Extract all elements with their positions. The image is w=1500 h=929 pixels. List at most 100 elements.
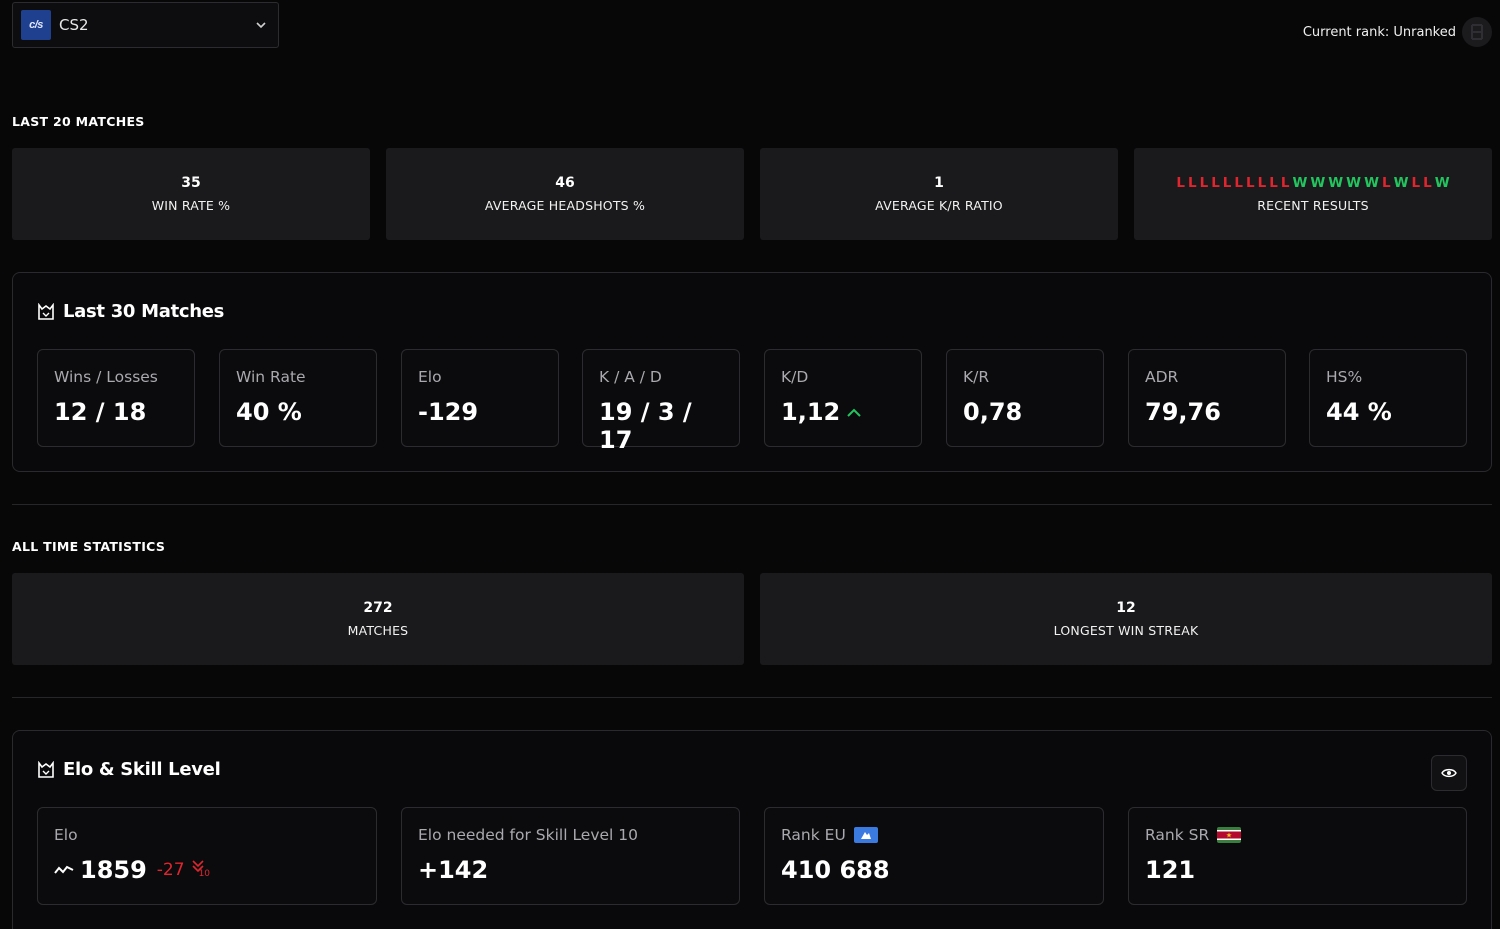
card-label-text: Rank EU <box>781 826 846 844</box>
result-loss: L <box>1381 174 1391 191</box>
card-value: 0,78 <box>963 398 1023 426</box>
result-loss: L <box>1234 174 1244 191</box>
result-loss: L <box>1411 174 1421 191</box>
stat-card-kad: K / A / D 19 / 3 / 17 <box>582 349 740 454</box>
rank-badge-icon <box>1462 17 1492 47</box>
stat-value: 12 <box>1116 599 1136 616</box>
stat-card-hs: HS% 44 % <box>1309 349 1467 447</box>
alltime-title: ALL TIME STATISTICS <box>12 539 166 554</box>
result-loss: L <box>1423 174 1432 191</box>
suriname-flag-icon <box>1217 827 1242 843</box>
result-win: W <box>1393 174 1409 191</box>
elo-card: Elo 1859 -27 10 <box>37 807 377 905</box>
elo-delta: -27 <box>156 860 185 880</box>
result-loss: L <box>1211 174 1220 191</box>
result-loss: L <box>1222 174 1232 191</box>
result-win: W <box>1292 174 1308 191</box>
elo-header: Elo & Skill Level <box>37 759 221 780</box>
result-loss: L <box>1280 174 1290 191</box>
stat-tile-matches: 272 MATCHES <box>12 573 744 665</box>
card-label: K/R <box>963 368 990 386</box>
skill-level-badge: 10 <box>198 869 211 879</box>
card-value: 1859 -27 10 <box>54 856 360 884</box>
result-win: W <box>1328 174 1344 191</box>
stat-value: 46 <box>555 174 575 191</box>
section-divider <box>12 504 1492 505</box>
result-loss: L <box>1269 174 1278 191</box>
stat-tile-kr-ratio: 1 AVERAGE K/R RATIO <box>760 148 1118 240</box>
card-label: Elo <box>418 368 442 386</box>
stat-card-win-rate: Win Rate 40 % <box>219 349 377 447</box>
card-label: Wins / Losses <box>54 368 158 386</box>
faceit-icon <box>38 760 54 778</box>
card-value: 1,12 <box>781 398 905 426</box>
elo-trend-icon <box>54 865 74 874</box>
card-label: K/D <box>781 368 809 386</box>
stat-tile-win-streak: 12 LONGEST WIN STREAK <box>760 573 1492 665</box>
stat-tile-winrate: 35 WIN RATE % <box>12 148 370 240</box>
result-win: W <box>1364 174 1379 191</box>
card-value: 121 <box>1145 856 1196 884</box>
result-loss: L <box>1187 174 1197 191</box>
result-loss: L <box>1257 174 1267 191</box>
last30-title: Last 30 Matches <box>63 301 225 322</box>
last30-panel: Last 30 Matches Wins / Losses 12 / 18 Wi… <box>12 272 1492 472</box>
card-value: 19 / 3 / 17 <box>599 398 692 454</box>
rank-eu-card: Rank EU 410 688 <box>764 807 1104 905</box>
card-label: Win Rate <box>236 368 306 386</box>
stat-card-kr: K/R 0,78 <box>946 349 1104 447</box>
toggle-visibility-button[interactable] <box>1431 755 1467 791</box>
cs2-logo-icon: c/s <box>21 10 51 40</box>
stat-label: MATCHES <box>347 622 409 638</box>
section-divider <box>12 697 1492 698</box>
stat-label: LONGEST WIN STREAK <box>1053 622 1199 638</box>
elo-panel: Elo & Skill Level Elo 1859 -27 10 Elo ne… <box>12 730 1492 929</box>
card-label-text: Rank SR <box>1145 826 1210 844</box>
stat-label: WIN RATE % <box>151 197 231 213</box>
stat-card-adr: ADR 79,76 <box>1128 349 1286 447</box>
last30-header: Last 30 Matches <box>37 301 224 322</box>
stat-card-elo: Elo -129 <box>401 349 559 447</box>
stat-label: RECENT RESULTS <box>1257 197 1369 213</box>
result-win: W <box>1310 174 1326 191</box>
card-label: Elo <box>54 826 78 844</box>
card-value: 410 688 <box>781 856 890 884</box>
skill-level-down-icon: 10 <box>191 859 211 881</box>
stat-label: AVERAGE HEADSHOTS % <box>484 197 646 213</box>
card-value: 12 / 18 <box>54 398 147 426</box>
card-value: 79,76 <box>1145 398 1221 426</box>
stat-tile-headshots: 46 AVERAGE HEADSHOTS % <box>386 148 744 240</box>
result-loss: L <box>1176 174 1185 191</box>
stat-value: 1 <box>934 174 944 191</box>
game-select-value: CS2 <box>59 16 89 34</box>
card-label: HS% <box>1326 368 1363 386</box>
card-value: +142 <box>418 856 489 884</box>
current-rank-label: Current rank: Unranked <box>1302 24 1456 40</box>
card-value-text: 1,12 <box>781 398 841 426</box>
last20-title: LAST 20 MATCHES <box>12 114 145 129</box>
stat-card-kd: K/D 1,12 <box>764 349 922 447</box>
card-label: Rank EU <box>781 824 1087 846</box>
current-rank: Current rank: Unranked <box>1303 17 1492 47</box>
card-label: ADR <box>1145 368 1179 386</box>
card-value: 40 % <box>236 398 302 426</box>
game-select-dropdown[interactable]: c/s CS2 <box>12 2 279 48</box>
card-label: Rank SR <box>1145 824 1450 846</box>
result-win: W <box>1434 174 1450 191</box>
result-win: W <box>1346 174 1362 191</box>
eye-icon <box>1441 768 1457 778</box>
elo-value: 1859 <box>80 856 147 884</box>
card-value: 44 % <box>1326 398 1392 426</box>
result-loss: L <box>1246 174 1255 191</box>
elo-needed-card: Elo needed for Skill Level 10 +142 <box>401 807 740 905</box>
stat-label: AVERAGE K/R RATIO <box>875 197 1003 213</box>
card-value: -129 <box>418 398 479 426</box>
stat-value: 35 <box>181 174 201 191</box>
faceit-icon <box>38 302 54 320</box>
result-loss: L <box>1199 174 1209 191</box>
stat-card-wins-losses: Wins / Losses 12 / 18 <box>37 349 195 447</box>
card-label: K / A / D <box>599 368 662 386</box>
elo-title: Elo & Skill Level <box>63 759 221 780</box>
chevron-down-icon <box>256 22 266 29</box>
